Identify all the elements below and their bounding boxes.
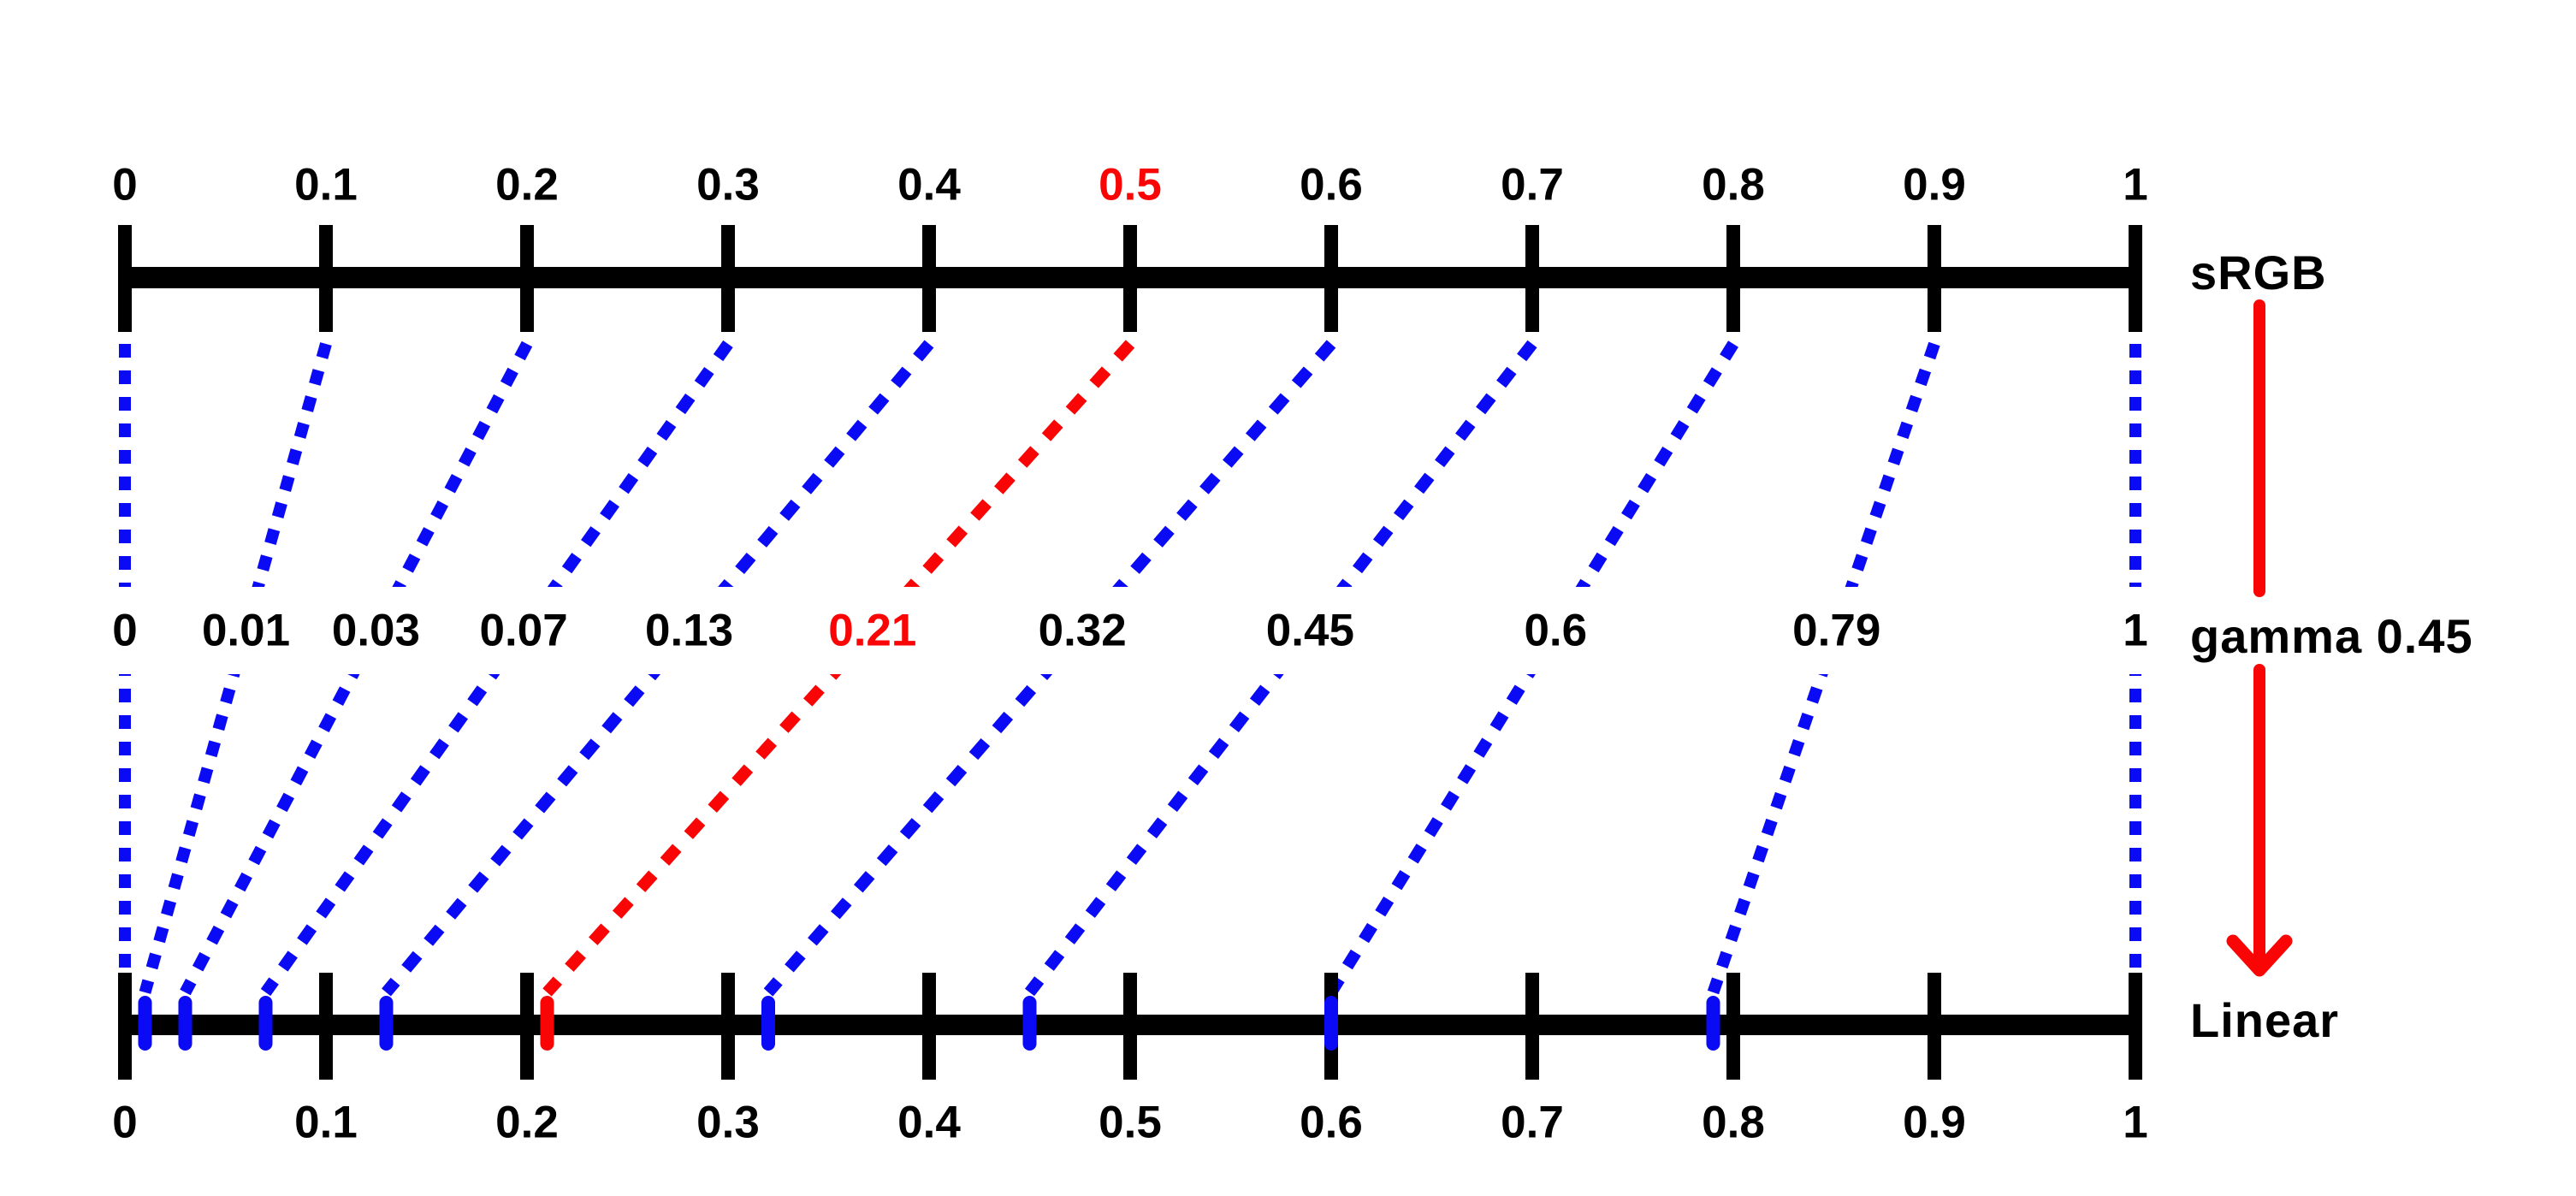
srgb-axis-tick [319, 225, 333, 332]
gamma-value-label: 0.07 [479, 605, 568, 656]
srgb-tick-label: 0.3 [696, 159, 760, 210]
srgb-tick-label: 0.7 [1501, 159, 1564, 210]
transform-label: gamma 0.45 [2190, 609, 2473, 663]
srgb-tick-label: 0.1 [294, 159, 358, 210]
gamma-value-label: 0.01 [201, 605, 291, 656]
linear-axis-tick [1726, 973, 1740, 1080]
mapped-value-marker [761, 996, 775, 1051]
mapped-value-marker [540, 996, 554, 1051]
srgb-axis-tick [520, 225, 534, 332]
linear-tick-label: 0.4 [897, 1097, 961, 1148]
linear-tick-label: 0.5 [1099, 1097, 1162, 1148]
gamma-value-label: 0.6 [1524, 605, 1588, 656]
linear-axis-tick [721, 973, 735, 1080]
linear-tick-label: 0.6 [1300, 1097, 1363, 1148]
linear-axis-tick [1123, 973, 1137, 1080]
mapped-value-marker [379, 996, 394, 1051]
top-axis-title: sRGB [2190, 246, 2327, 299]
srgb-axis-tick [1928, 225, 1941, 332]
srgb-axis-tick [2129, 225, 2142, 332]
srgb-tick-label: 0.4 [897, 159, 961, 210]
srgb-axis-tick [1324, 225, 1338, 332]
gamma-value-label: 0.13 [645, 605, 734, 656]
srgb-tick-label: 0.9 [1903, 159, 1966, 210]
linear-tick-label: 0.8 [1702, 1097, 1765, 1148]
gamma-value-label: 0.03 [331, 605, 421, 656]
linear-tick-label: 0.9 [1903, 1097, 1966, 1148]
srgb-tick-label: 1 [2123, 159, 2148, 210]
srgb-tick-label: 0.2 [495, 159, 559, 210]
linear-axis-tick [118, 973, 132, 1080]
linear-tick-label: 0.2 [495, 1097, 559, 1148]
gamma-value-label: 0.45 [1265, 605, 1354, 656]
linear-axis-tick [520, 973, 534, 1080]
mapped-value-marker [1706, 996, 1720, 1051]
gamma-value-label: 0.79 [1792, 605, 1881, 656]
srgb-axis-tick [721, 225, 735, 332]
mapped-value-marker [258, 996, 273, 1051]
srgb-tick-label: 0.8 [1702, 159, 1765, 210]
srgb-tick-label: 0.5 [1099, 159, 1162, 210]
linear-axis-tick [319, 973, 333, 1080]
mapped-value-marker [138, 996, 152, 1051]
linear-tick-label: 0.3 [696, 1097, 760, 1148]
linear-axis-tick [1525, 973, 1539, 1080]
linear-tick-label: 0.1 [294, 1097, 358, 1148]
gamma-value-label: 0.21 [828, 605, 917, 656]
linear-axis-tick [1928, 973, 1941, 1080]
linear-axis-tick [2129, 973, 2142, 1080]
gamma-value-label: 0 [112, 605, 138, 656]
srgb-axis-tick [1726, 225, 1740, 332]
gamma-value-label: 1 [2123, 605, 2148, 656]
srgb-axis-tick [1525, 225, 1539, 332]
arrowhead-down-icon [2226, 934, 2293, 977]
srgb-axis-tick [922, 225, 936, 332]
middle-label-band [0, 587, 2576, 674]
srgb-axis-tick [118, 225, 132, 332]
srgb-tick-label: 0.6 [1300, 159, 1363, 210]
gamma-value-label: 0.32 [1038, 605, 1127, 656]
linear-tick-label: 1 [2123, 1097, 2148, 1148]
mapped-value-marker [178, 996, 192, 1051]
srgb-tick-label: 0 [112, 159, 138, 210]
mapped-value-marker [1022, 996, 1037, 1051]
bottom-axis-title: Linear [2190, 993, 2340, 1047]
linear-axis-tick [922, 973, 936, 1080]
linear-tick-label: 0.7 [1501, 1097, 1564, 1148]
srgb-axis-tick [1123, 225, 1137, 332]
mapped-value-marker [1324, 996, 1338, 1051]
linear-tick-label: 0 [112, 1097, 138, 1148]
